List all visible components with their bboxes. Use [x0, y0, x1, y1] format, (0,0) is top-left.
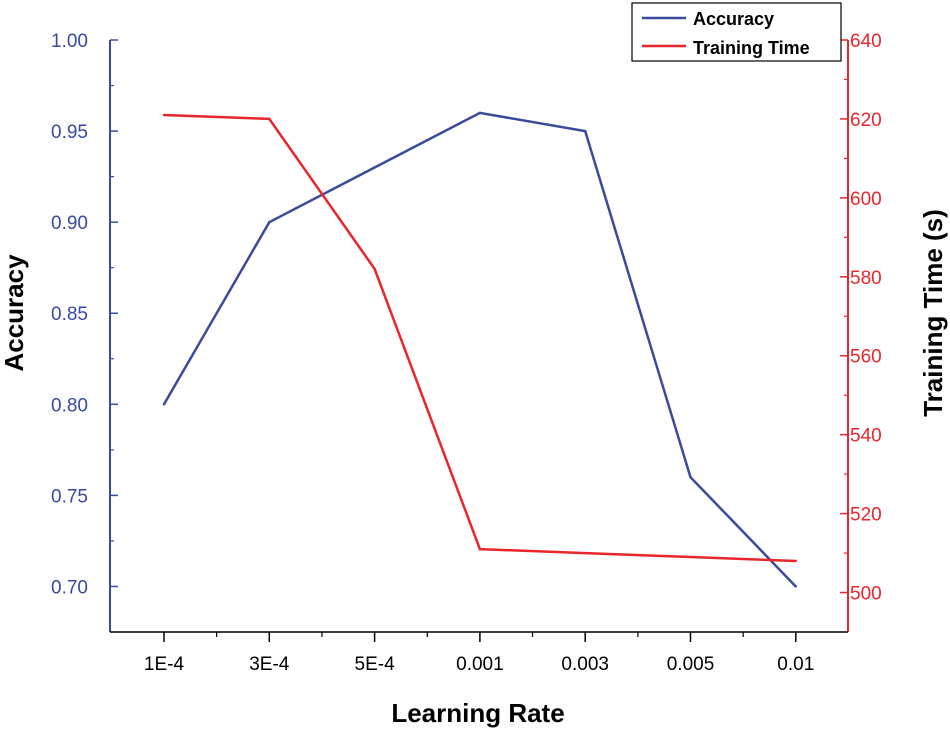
y-right-tick-label: 520	[850, 505, 882, 526]
data-point-training-time	[373, 267, 376, 271]
legend-label-training-time: Training Time	[693, 38, 810, 58]
y-left-tick-label: 0.85	[51, 304, 88, 325]
y-right-tick-label: 500	[850, 584, 882, 605]
data-point-training-time	[689, 555, 692, 559]
x-tick-label: 1E-4	[144, 654, 185, 675]
y-right-tick-label: 600	[850, 189, 882, 210]
y-left-tick-label: 0.90	[51, 213, 88, 234]
y-right-tick-label: 580	[850, 268, 882, 289]
data-point-training-time	[162, 113, 166, 117]
y-right-tick-label: 640	[850, 31, 882, 52]
x-tick-label: 5E-4	[355, 654, 396, 675]
ticks: 0.70 0.75 0.80 0.85 0.90 0.95 1.00 500 520 540 560…	[51, 31, 882, 675]
data-point-accuracy	[689, 475, 692, 479]
data-point-accuracy	[268, 220, 271, 224]
x-tick-label: 0.01	[777, 654, 814, 675]
y-axis-left-title: Accuracy	[0, 254, 29, 372]
legend-box	[631, 2, 842, 62]
data-point-accuracy	[162, 403, 166, 406]
series-lines	[162, 111, 797, 588]
y-left-tick-label: 1.00	[51, 31, 88, 52]
data-point-training-time	[268, 117, 271, 121]
y-left-tick-label: 0.95	[51, 122, 88, 143]
series-line-training-time	[163, 113, 796, 563]
axes	[109, 40, 849, 633]
y-left-tick-label: 0.70	[51, 577, 88, 598]
data-point-accuracy	[478, 111, 482, 115]
data-point-training-time	[478, 547, 482, 551]
x-axis-title: Learning Rate	[391, 698, 564, 728]
data-point-accuracy	[373, 166, 376, 169]
data-point-training-time	[794, 559, 797, 563]
y-axis-right-title: Training Time (s)	[918, 209, 948, 417]
x-tick-label: 3E-4	[249, 654, 290, 675]
y-left-tick-label: 0.75	[51, 486, 88, 507]
legend-label-accuracy: Accuracy	[693, 9, 774, 29]
data-point-training-time	[584, 551, 587, 555]
x-tick-label: 0.005	[667, 654, 715, 675]
y-right-tick-label: 560	[850, 347, 882, 368]
legend: Accuracy Training Time	[631, 2, 842, 62]
x-tick-label: 0.003	[561, 654, 609, 675]
y-right-tick-label: 620	[850, 110, 882, 131]
data-point-accuracy	[794, 585, 797, 588]
data-point-accuracy	[584, 129, 587, 133]
y-left-tick-label: 0.80	[51, 395, 88, 416]
x-tick-label: 0.001	[456, 654, 504, 675]
y-right-tick-label: 540	[850, 426, 882, 447]
series-line-accuracy	[162, 111, 797, 588]
